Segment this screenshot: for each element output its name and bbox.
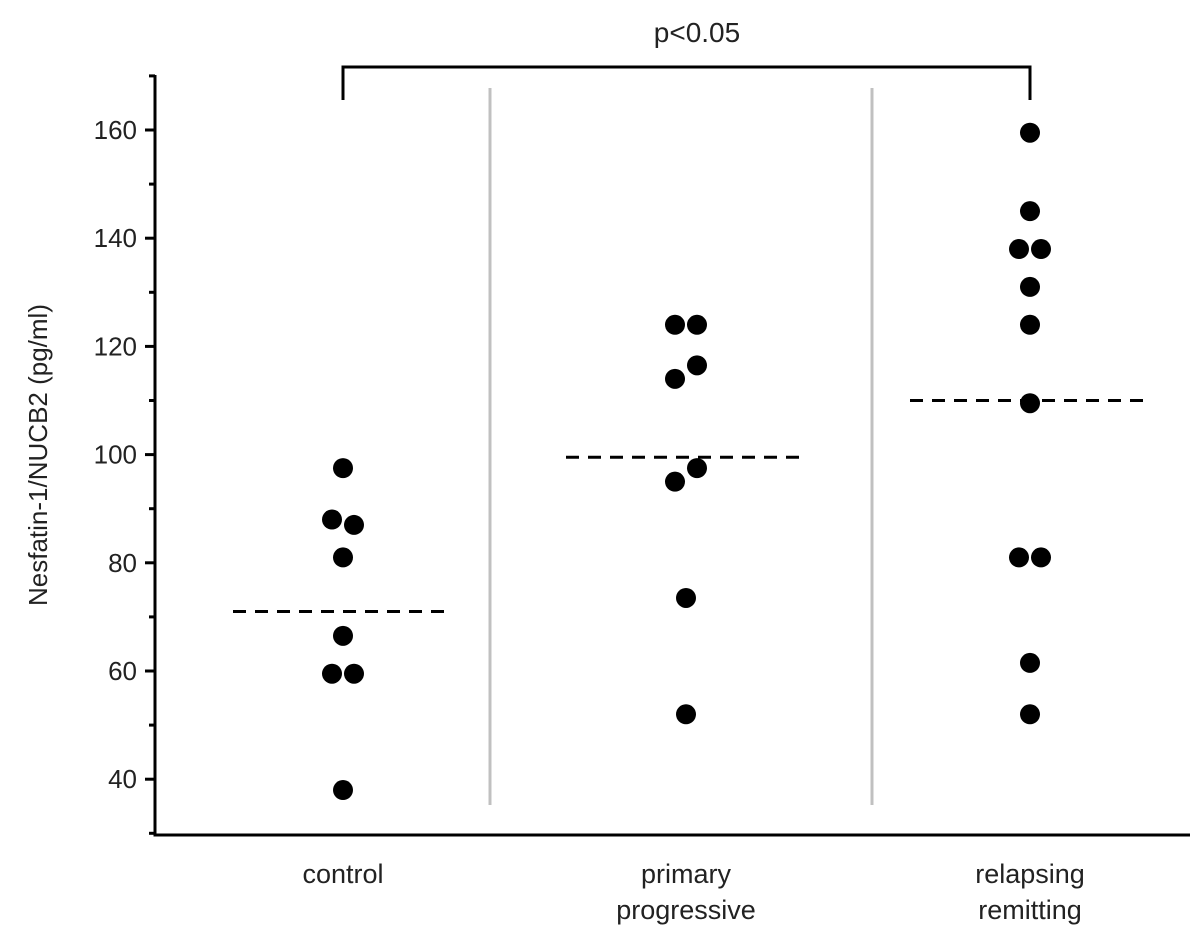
data-point-g1-8 bbox=[333, 780, 353, 801]
y-tick-label-160: 160 bbox=[94, 115, 137, 145]
data-point-g1-6 bbox=[322, 663, 342, 684]
data-point-g2-5 bbox=[687, 458, 707, 479]
data-point-g3-3 bbox=[1009, 239, 1029, 260]
category-label-3-line-1: relapsing bbox=[975, 859, 1085, 889]
y-ticks: 40 60 80 100 120 140 160 bbox=[94, 74, 155, 835]
y-axis-label: Nesfatin-1/NUCB2 (pg/ml) bbox=[23, 304, 53, 606]
data-point-g3-1 bbox=[1020, 122, 1040, 143]
data-point-g3-4 bbox=[1031, 239, 1051, 260]
data-point-g2-4 bbox=[665, 368, 685, 389]
data-point-g3-7 bbox=[1020, 393, 1040, 414]
data-points bbox=[322, 122, 1051, 801]
y-tick-label-60: 60 bbox=[108, 656, 137, 686]
data-point-g3-10 bbox=[1020, 652, 1040, 673]
data-point-g1-5 bbox=[333, 625, 353, 646]
category-label-3-line-2: remitting bbox=[978, 895, 1082, 925]
data-point-g2-1 bbox=[665, 314, 685, 335]
category-label-2-line-1: primary bbox=[641, 859, 732, 889]
data-point-g3-2 bbox=[1020, 201, 1040, 222]
y-tick-label-140: 140 bbox=[94, 223, 137, 253]
data-point-g3-9 bbox=[1031, 547, 1051, 568]
data-point-g1-3 bbox=[344, 514, 364, 535]
data-point-g3-11 bbox=[1020, 704, 1040, 725]
data-point-g2-3 bbox=[687, 355, 707, 376]
data-point-g2-8 bbox=[676, 704, 696, 725]
group-separators bbox=[488, 88, 874, 805]
y-tick-label-120: 120 bbox=[94, 331, 137, 361]
data-point-g1-1 bbox=[333, 458, 353, 479]
category-labels: control primary progressive relapsing remitt… bbox=[302, 859, 1084, 925]
significance-annotation: p<0.05 bbox=[341, 17, 1032, 100]
category-label-2-line-2: progressive bbox=[616, 895, 756, 925]
data-point-g1-4 bbox=[333, 547, 353, 568]
data-point-g3-5 bbox=[1020, 276, 1040, 297]
y-tick-label-100: 100 bbox=[94, 440, 137, 470]
data-point-g1-7 bbox=[344, 663, 364, 684]
data-point-g2-2 bbox=[687, 314, 707, 335]
significance-bracket bbox=[341, 65, 1032, 100]
data-point-g3-8 bbox=[1009, 547, 1029, 568]
y-tick-label-40: 40 bbox=[108, 764, 137, 794]
data-point-g2-6 bbox=[665, 471, 685, 492]
data-point-g3-6 bbox=[1020, 314, 1040, 335]
data-point-g2-7 bbox=[676, 587, 696, 608]
significance-label: p<0.05 bbox=[654, 17, 740, 48]
category-label-1-line-1: control bbox=[302, 859, 383, 889]
y-tick-label-80: 80 bbox=[108, 548, 137, 578]
data-point-g1-2 bbox=[322, 509, 342, 530]
